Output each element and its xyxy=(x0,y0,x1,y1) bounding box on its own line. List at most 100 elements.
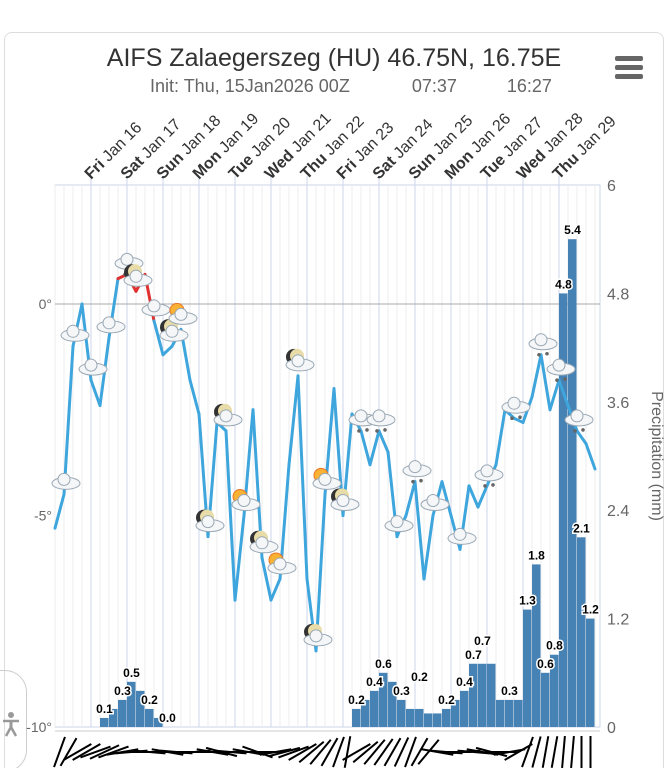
precip-bar xyxy=(442,708,451,727)
precip-bar xyxy=(361,699,370,727)
snow-cloud-icon xyxy=(564,409,594,433)
sun-cloud-icon xyxy=(312,467,342,490)
precip-bar xyxy=(487,663,496,727)
wind-arrow xyxy=(298,740,325,764)
snow-cloud-icon xyxy=(546,358,576,382)
temperature-line-segment xyxy=(413,480,426,581)
wind-arrow xyxy=(504,743,533,761)
moon-cloud-icon xyxy=(249,530,279,554)
hamburger-icon[interactable] xyxy=(615,56,643,83)
precip-bar xyxy=(100,717,109,727)
precip-bar xyxy=(451,699,460,727)
precip-data-label: 0.2 xyxy=(438,693,455,707)
precip-bar xyxy=(406,708,415,727)
temperature-line-segment xyxy=(152,319,165,357)
wind-arrow xyxy=(89,744,120,760)
snow-cloud-icon xyxy=(114,252,144,277)
precip-bar xyxy=(532,564,541,727)
init-time: Init: Thu, 15Jan2026 00Z 07:37 16:27 xyxy=(150,76,552,97)
moon-cloud-icon xyxy=(213,403,243,427)
right-tick-label: 0 xyxy=(607,720,616,737)
sunrise-time: 07:37 xyxy=(411,76,457,96)
wind-arrow xyxy=(259,748,292,756)
precip-data-label: 1.3 xyxy=(519,594,536,608)
wind-arrow xyxy=(550,736,559,768)
wind-arrow xyxy=(268,746,301,758)
precip-bar xyxy=(460,690,469,727)
moon-cloud-icon xyxy=(195,509,225,533)
wind-arrow xyxy=(352,740,379,764)
precip-data-label: 0.8 xyxy=(546,639,563,653)
moon-cloud-icon xyxy=(123,264,153,287)
precip-bar xyxy=(154,717,163,727)
temperature-line-segment xyxy=(512,416,525,424)
right-tick-label: 2.4 xyxy=(607,503,629,520)
wind-arrow xyxy=(98,745,129,759)
cloud-icon xyxy=(384,515,414,533)
init-label: Init: Thu, 15Jan2026 00Z xyxy=(150,76,350,96)
precip-bar xyxy=(379,672,388,727)
precip-bar xyxy=(388,681,397,727)
temperature-line-segment xyxy=(404,480,417,517)
precip-bar xyxy=(469,663,478,727)
sun-cloud-icon xyxy=(267,552,297,575)
wind-arrow xyxy=(561,735,566,768)
moon-cloud-icon xyxy=(159,319,189,342)
precip-bar xyxy=(415,708,424,727)
wind-arrow xyxy=(417,739,440,765)
temperature-line-segment xyxy=(269,577,282,602)
precip-data-label: 0.0 xyxy=(159,711,176,725)
accessibility-icon[interactable] xyxy=(3,712,19,737)
temperature-line-segment xyxy=(233,514,246,602)
precip-data-label: 5.4 xyxy=(564,223,581,237)
temperature-line-segment xyxy=(188,378,201,416)
temperature-line-segment xyxy=(62,344,75,496)
temperature-line-segment xyxy=(224,429,237,602)
sun-cloud-icon xyxy=(168,302,198,325)
wind-arrow xyxy=(521,736,534,768)
wind-arrow xyxy=(80,745,111,759)
snow-cloud-icon xyxy=(474,464,504,488)
wind-arrow xyxy=(373,738,394,766)
precip-bar xyxy=(568,239,577,727)
precip-data-label: 0.5 xyxy=(123,666,140,680)
precip-data-label: 0.6 xyxy=(537,657,554,671)
temperature-line-segment xyxy=(260,556,273,602)
precip-data-label: 0.6 xyxy=(375,657,392,671)
temperature-line-segment xyxy=(530,353,543,399)
moon-cloud-icon xyxy=(330,488,360,511)
right-tick-label: 4.8 xyxy=(607,286,629,303)
wind-arrow xyxy=(531,736,542,768)
wind-arrow xyxy=(332,736,345,768)
temperature-line-segment xyxy=(476,484,489,509)
temperature-line-segment xyxy=(161,344,174,357)
wind-arrow xyxy=(72,743,101,761)
precip-bar xyxy=(505,699,514,727)
snow-cloud-icon xyxy=(366,409,396,433)
left-tick-label: -10° xyxy=(26,719,52,735)
temperature-line-segment xyxy=(359,429,372,467)
wind-arrow xyxy=(393,737,410,767)
precip-data-label: 0.3 xyxy=(114,684,131,698)
temperature-line-segment xyxy=(584,442,597,471)
temperature-line-segment xyxy=(53,492,66,530)
chart-card xyxy=(4,32,664,768)
wind-arrow xyxy=(541,736,550,768)
precip-data-label: 0.7 xyxy=(465,648,482,662)
sun-cloud-icon xyxy=(231,489,261,511)
wind-arrow xyxy=(410,737,429,767)
precip-data-label: 4.8 xyxy=(555,277,572,291)
precip-bar xyxy=(433,713,442,727)
precip-data-label: 0.1 xyxy=(96,702,113,716)
left-tick-label: 0° xyxy=(39,296,52,312)
snow-cloud-icon xyxy=(501,396,531,421)
wind-arrow xyxy=(320,737,339,767)
precip-bar xyxy=(577,537,586,727)
precip-bar xyxy=(370,690,379,727)
precip-bar xyxy=(496,699,505,727)
cloud-icon xyxy=(420,494,450,511)
temperature-line-segment xyxy=(368,429,381,467)
precip-data-label: 0.3 xyxy=(501,684,518,698)
right-tick-label: 1.2 xyxy=(607,612,629,629)
